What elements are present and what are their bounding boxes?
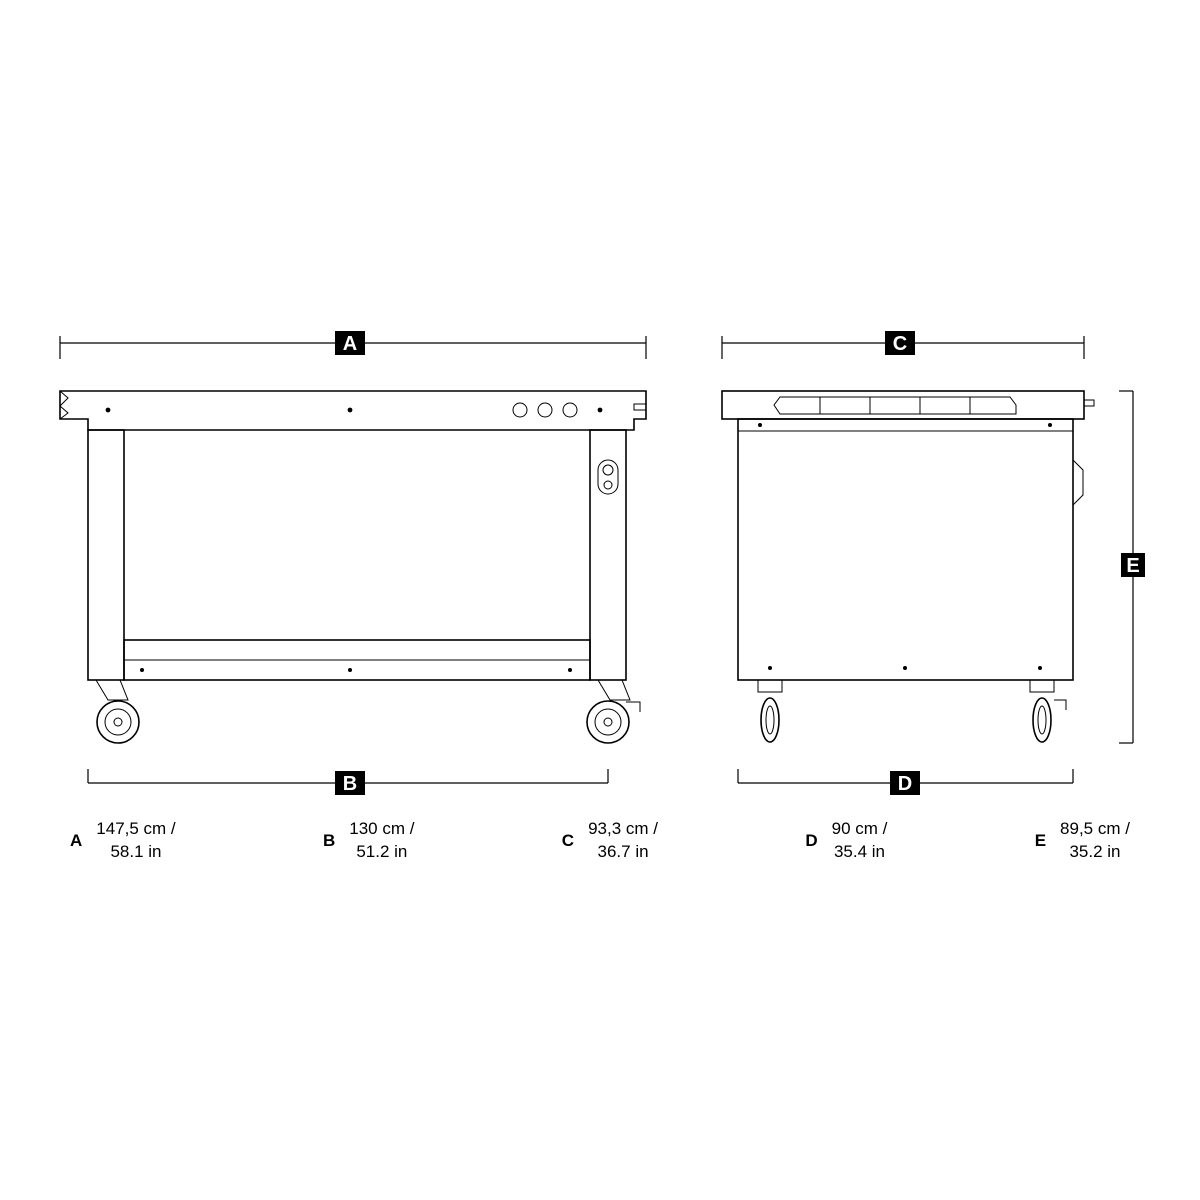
dimension-D: D: [738, 769, 1073, 795]
label-C: C: [893, 333, 907, 355]
diagram-canvas: A C B D E: [0, 0, 1200, 1200]
legend-item-A: A 147,5 cm /58.1 in: [70, 818, 176, 864]
dimension-C: C: [722, 331, 1084, 359]
label-D: D: [898, 773, 912, 795]
legend-key: D: [805, 831, 817, 851]
legend-value: 89,5 cm /35.2 in: [1060, 818, 1130, 864]
label-B: B: [343, 773, 357, 795]
side-view: [722, 391, 1094, 742]
label-A: A: [343, 333, 357, 355]
legend-key: B: [323, 831, 335, 851]
legend-item-C: C 93,3 cm /36.7 in: [562, 818, 658, 864]
technical-drawing: A C B D E: [0, 0, 1200, 1200]
legend-item-D: D 90 cm /35.4 in: [805, 818, 887, 864]
legend-key: A: [70, 831, 82, 851]
legend-item-E: E 89,5 cm /35.2 in: [1035, 818, 1130, 864]
front-view: [60, 391, 646, 743]
legend-value: 93,3 cm /36.7 in: [588, 818, 658, 864]
dimension-E: E: [1119, 391, 1145, 743]
legend-key: C: [562, 831, 574, 851]
side-wheel-right: [1030, 680, 1066, 742]
legend-item-B: B 130 cm /51.2 in: [323, 818, 414, 864]
legend-key: E: [1035, 831, 1046, 851]
dimension-legend: A 147,5 cm /58.1 in B 130 cm /51.2 in C …: [70, 818, 1130, 864]
dimension-B: B: [88, 769, 608, 795]
legend-value: 147,5 cm /58.1 in: [96, 818, 175, 864]
bottle-opener-icon: [598, 460, 618, 494]
front-wheel-right: [587, 680, 640, 743]
front-wheel-left: [96, 680, 139, 743]
legend-value: 130 cm /51.2 in: [349, 818, 414, 864]
label-E: E: [1126, 555, 1139, 577]
dimension-A: A: [60, 331, 646, 359]
side-wheel-left: [758, 680, 782, 742]
legend-value: 90 cm /35.4 in: [832, 818, 888, 864]
